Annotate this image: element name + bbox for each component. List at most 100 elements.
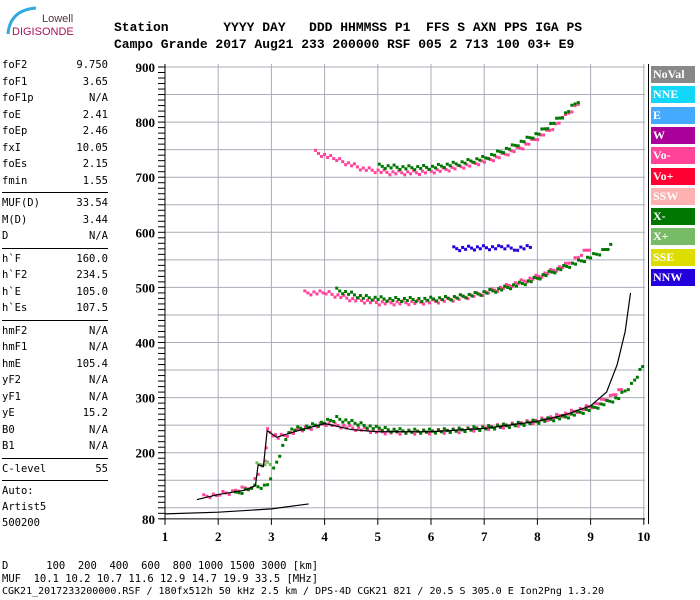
echo-point [584, 404, 588, 408]
echo-point [569, 408, 573, 412]
param-yf1: yF1 N/A [2, 391, 108, 407]
echo-point [544, 274, 548, 278]
param-label: foEp [2, 125, 28, 137]
echo-point [402, 297, 406, 301]
echo-point [547, 269, 551, 273]
divider [2, 457, 108, 459]
echo-point [432, 297, 436, 301]
echo-point [457, 163, 461, 167]
param-label: yE [2, 407, 15, 419]
echo-point [386, 428, 390, 432]
echo-point [567, 261, 571, 265]
echo-point [211, 492, 215, 496]
echo-point [507, 284, 511, 288]
echo-point [345, 296, 349, 300]
echo-point [516, 144, 520, 148]
echo-point [561, 116, 565, 120]
echo-point [449, 298, 453, 302]
param-b1: B1 N/A [2, 440, 108, 456]
echo-point [324, 423, 328, 427]
echo-point [250, 486, 254, 490]
echo-point [342, 423, 346, 427]
echo-point [356, 423, 360, 427]
echo-point [620, 390, 624, 394]
echo-point [438, 169, 442, 173]
echo-point [559, 268, 563, 272]
echo-point [413, 427, 417, 431]
echo-point [444, 167, 448, 171]
echo-point [306, 291, 310, 295]
echo-point [333, 295, 337, 299]
param-yf2: yF2 N/A [2, 374, 108, 390]
param-label: yF2 [2, 374, 21, 386]
y-tick-label: 700 [136, 170, 156, 185]
echo-point [363, 301, 367, 305]
echo-point [525, 244, 529, 248]
echo-point [313, 423, 317, 427]
echo-point [364, 294, 368, 298]
echo-point [509, 246, 513, 250]
echo-point [253, 483, 257, 487]
echo-point [504, 146, 508, 150]
echo-point [398, 302, 402, 306]
echo-point [478, 428, 482, 432]
echo-point [447, 169, 451, 173]
y-tick-label: 200 [136, 446, 156, 461]
echo-point [321, 291, 325, 295]
echo-point [335, 415, 339, 419]
echo-point [599, 402, 603, 406]
echo-point [234, 488, 238, 492]
param-ye: yE 15.2 [2, 407, 108, 423]
echo-point [454, 162, 458, 166]
echo-point [309, 293, 313, 297]
echo-point [266, 427, 270, 431]
echo-point [394, 172, 398, 176]
echo-point [528, 136, 532, 140]
echo-point [423, 171, 427, 175]
param-value: 1.55 [82, 174, 108, 187]
echo-point [473, 291, 477, 295]
echo-point [383, 167, 387, 171]
echo-point [326, 155, 330, 159]
echo-point [590, 405, 594, 409]
echo-point [262, 483, 266, 487]
echo-point [487, 428, 491, 432]
echo-point [388, 173, 392, 177]
echo-point [329, 154, 333, 158]
echo-point [582, 248, 586, 252]
echo-point [407, 164, 411, 168]
echo-point [487, 424, 491, 428]
echo-point [611, 393, 615, 397]
echo-point [380, 300, 384, 304]
echo-point [487, 291, 491, 295]
echo-point [602, 403, 606, 407]
echo-point [342, 293, 346, 297]
echo-point [391, 170, 395, 174]
digisonde-logo: Lowell DIGISONDE [4, 4, 84, 38]
divider [2, 480, 108, 481]
echo-point [463, 161, 467, 165]
echo-point [312, 290, 316, 294]
echo-point [467, 292, 471, 296]
echo-point [549, 267, 553, 271]
echo-point [481, 425, 485, 429]
echo-point [498, 285, 502, 289]
param-hf2: h`F2 234.5 [2, 269, 108, 285]
echo-point [324, 292, 328, 296]
echo-point [531, 277, 535, 281]
echo-point [395, 300, 399, 304]
echo-point [511, 283, 515, 287]
param-value: 10.05 [76, 141, 108, 154]
echo-point [567, 111, 571, 115]
echo-point [383, 302, 387, 306]
param-hmf2: hmF2 N/A [2, 325, 108, 341]
param-label: D [2, 230, 9, 242]
param-value: N/A [89, 230, 108, 242]
echo-point [352, 162, 356, 166]
echo-point [365, 426, 369, 430]
echo-point [641, 365, 645, 369]
echo-point [442, 427, 446, 431]
echo-point [633, 378, 637, 382]
echo-point [596, 402, 600, 406]
echo-point [589, 256, 593, 260]
